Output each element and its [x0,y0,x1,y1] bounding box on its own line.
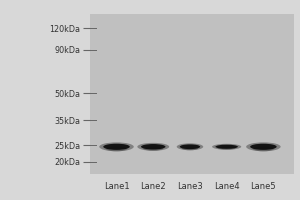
Ellipse shape [218,146,236,150]
Ellipse shape [250,144,277,150]
Ellipse shape [182,146,198,150]
Ellipse shape [103,144,130,150]
Ellipse shape [99,142,134,151]
Ellipse shape [246,142,280,151]
Ellipse shape [177,143,203,150]
Ellipse shape [215,145,238,149]
Ellipse shape [180,144,200,149]
Ellipse shape [106,146,127,151]
Ellipse shape [253,146,274,151]
Ellipse shape [141,144,166,150]
Ellipse shape [143,146,163,151]
Ellipse shape [212,144,241,150]
Ellipse shape [137,143,169,151]
